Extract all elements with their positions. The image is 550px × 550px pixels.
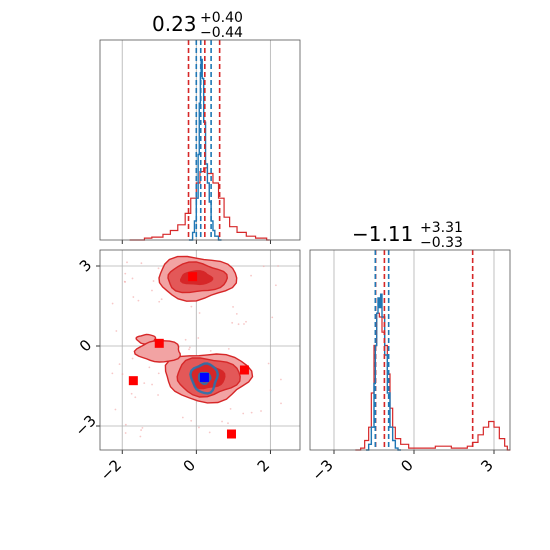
y-tick-label: 0 [76, 336, 95, 355]
panel-contour-xy: −2 0 2 −3 0 3 [71, 249, 301, 484]
scatter-point [111, 302, 114, 305]
histogram-red [355, 312, 511, 451]
scatter-point [221, 420, 223, 423]
scatter-point [134, 396, 137, 399]
scatter-point [280, 402, 282, 405]
scatter-point [115, 330, 118, 332]
histogram-blue [188, 58, 222, 241]
scatter-point [121, 373, 124, 375]
marker-red [239, 365, 249, 375]
x-tick-label: −2 [97, 456, 125, 484]
scatter-point [124, 272, 127, 275]
scatter-point [242, 412, 245, 415]
panel-frame [99, 39, 301, 241]
scatter-point [280, 378, 282, 381]
scatter-point [151, 289, 153, 292]
scatter-point [141, 426, 144, 429]
scatter-point [160, 298, 163, 301]
panel-frame [99, 249, 301, 451]
x-tick-label: −3 [308, 456, 336, 484]
scatter-point [140, 262, 143, 265]
scatter-point [148, 366, 151, 369]
scatter-point [245, 320, 247, 323]
scatter-point [157, 267, 160, 270]
scatter-point [190, 305, 193, 308]
scatter-point [243, 323, 245, 325]
scatter-point [151, 383, 153, 386]
scatter-point [124, 423, 127, 426]
scatter-point [267, 362, 270, 365]
x-tick-label: 3 [477, 456, 496, 475]
scatter-point [190, 419, 193, 422]
contour-red-fragment [133, 339, 182, 363]
scatter-point [143, 382, 146, 385]
scatter-point [269, 389, 272, 392]
scatter-point [152, 280, 155, 282]
x-tick-label: 2 [254, 456, 273, 475]
scatter-point [111, 372, 114, 375]
scatter-point [274, 284, 277, 287]
scatter-point [235, 312, 238, 315]
scatter-point [123, 280, 126, 283]
scatter-point [271, 316, 274, 319]
scatter-point [126, 261, 128, 264]
scatter-point [227, 422, 229, 425]
scatter-point [118, 363, 121, 366]
scatter-point [181, 416, 184, 419]
marker-blue [199, 372, 209, 382]
scatter-point [231, 321, 234, 324]
scatter-point [260, 410, 262, 412]
scatter-point [232, 306, 234, 308]
scatter-point [250, 274, 252, 277]
y-tick-label: −3 [71, 411, 99, 439]
scatter-point [209, 350, 212, 352]
scatter-point [189, 346, 191, 349]
scatter-point [188, 348, 190, 351]
title-y-minus: −0.33 [420, 235, 463, 251]
scatter-point [130, 392, 133, 395]
scatter-point [198, 312, 201, 314]
marker-red [226, 429, 236, 439]
scatter-point [140, 429, 142, 431]
x-tick-label: 0 [180, 456, 199, 475]
scatter-point [277, 265, 279, 267]
scatter-point [227, 347, 230, 350]
scatter-point [262, 265, 265, 268]
scatter-point [157, 394, 159, 396]
marker-red [128, 376, 138, 386]
scatter-point [131, 277, 134, 280]
x-tick-label: 0 [397, 456, 416, 475]
contour-blue [189, 362, 220, 395]
scatter-point [184, 338, 187, 341]
scatter-point [197, 337, 200, 339]
histogram-blue [366, 293, 401, 451]
panel-histogram-y: −3 0 3 [308, 249, 511, 484]
panel-frame [309, 249, 511, 451]
title-x-plus: +0.40 [200, 10, 243, 26]
scatter-point [198, 426, 200, 429]
marker-red [154, 338, 164, 348]
title-y-plus: +3.31 [420, 220, 463, 236]
scatter-point [158, 300, 161, 303]
y-tick-label: 3 [76, 256, 95, 275]
scatter-point [137, 299, 140, 302]
scatter-point [229, 407, 232, 410]
scatter-point [208, 431, 211, 434]
scatter-point [157, 372, 160, 375]
scatter-point [250, 411, 253, 414]
scatter-point [124, 432, 127, 434]
scatter-point [114, 408, 117, 411]
scatter-point [131, 357, 134, 360]
scatter-point [237, 323, 240, 326]
title-x-median: 0.23 [152, 12, 197, 36]
histogram-red [129, 167, 270, 241]
marker-red [188, 272, 198, 282]
panel-histogram-x [99, 39, 301, 244]
scatter-point [139, 435, 142, 438]
title-y-median: −1.11 [352, 222, 413, 246]
scatter-point [132, 296, 135, 298]
title-x-minus: −0.44 [200, 25, 243, 41]
